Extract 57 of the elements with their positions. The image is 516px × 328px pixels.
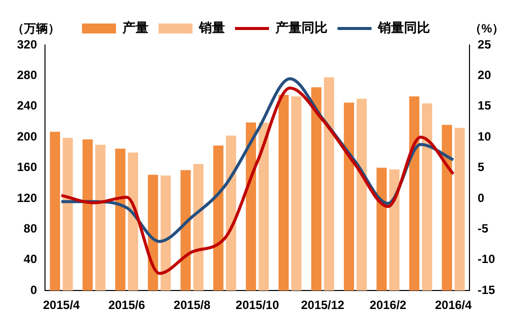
y-tick-label: 200	[16, 129, 38, 144]
x-tick-label: 2015/6	[108, 298, 146, 312]
x-tick-label: 2016/4	[434, 298, 472, 312]
bar	[389, 169, 400, 291]
bar	[278, 94, 289, 291]
y2-tick-label: 15	[478, 98, 492, 113]
x-tick-label: 2015/12	[300, 298, 345, 312]
bar	[291, 96, 302, 291]
line-series	[60, 86, 455, 275]
y-tick-label: 120	[16, 190, 38, 205]
bar	[128, 152, 138, 291]
legend-label: 产量	[122, 20, 148, 36]
y-tick-label: 240	[16, 98, 38, 113]
y2-tick-label: -10	[478, 252, 496, 266]
bar	[409, 96, 420, 291]
bar	[376, 168, 387, 291]
bar	[258, 122, 269, 291]
bar	[422, 103, 432, 291]
y2-tick-label: 10	[478, 129, 492, 144]
y-tick-label: 40	[24, 252, 38, 266]
y2-tick-label: 0	[478, 190, 485, 205]
y-tick-label: 80	[24, 222, 38, 236]
bar	[226, 136, 236, 291]
bar	[356, 98, 367, 291]
x-tick-label: 2015/10	[236, 298, 280, 312]
bar	[82, 139, 93, 291]
legend-label: 产量同比	[274, 20, 328, 36]
y-tick-label: 280	[16, 68, 38, 82]
y-tick-label: 320	[16, 37, 38, 52]
bar	[324, 77, 334, 291]
y-axis-title: （万辆）	[12, 21, 60, 36]
bar	[62, 138, 73, 291]
x-tick-label: 2015/8	[174, 298, 211, 312]
bar	[95, 144, 106, 291]
bar	[180, 170, 191, 291]
bar	[311, 87, 322, 291]
y2-tick-label: 20	[478, 68, 492, 82]
y2-axis-title: （%）	[469, 21, 504, 36]
bar	[115, 148, 126, 291]
bar	[454, 128, 465, 291]
bar	[246, 122, 256, 291]
y2-tick-label: 25	[478, 37, 492, 52]
y2-tick-label: -5	[478, 222, 489, 236]
bar	[50, 132, 60, 291]
x-tick-label: 2016/2	[370, 298, 407, 312]
y2-tick-label: -15	[478, 282, 496, 297]
x-tick-label: 2015/4	[43, 298, 80, 312]
bar	[442, 124, 452, 291]
legend-label: 销量同比	[377, 20, 430, 36]
bar	[160, 175, 171, 291]
bar	[213, 146, 224, 291]
y2-tick-label: 5	[478, 160, 485, 174]
bar	[344, 102, 354, 291]
y-tick-label: 0	[30, 282, 38, 297]
y-tick-label: 160	[16, 160, 38, 174]
legend-label: 销量	[198, 20, 225, 36]
bar	[193, 164, 204, 291]
